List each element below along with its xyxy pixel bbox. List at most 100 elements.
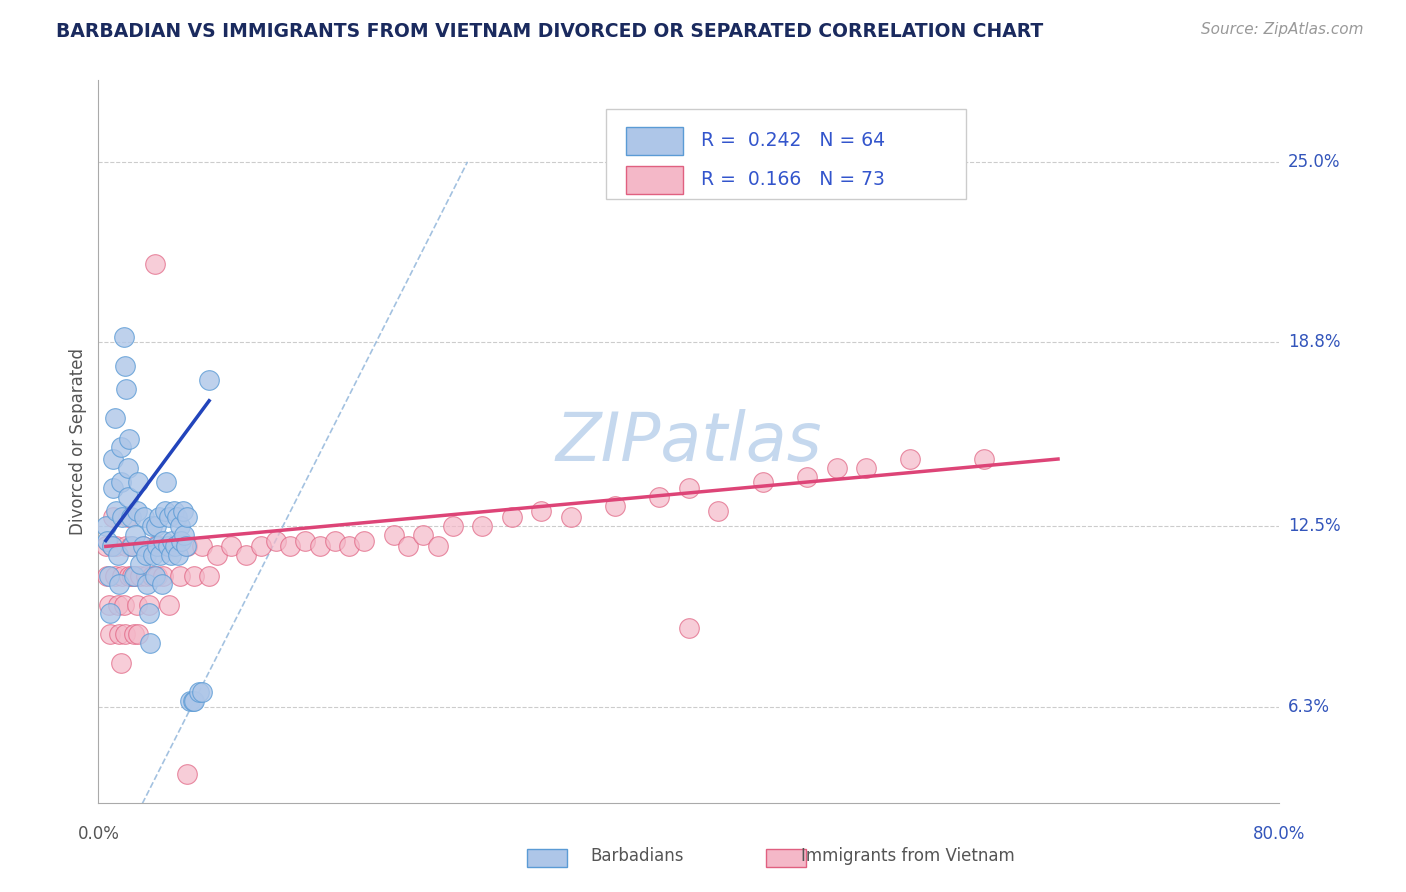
Point bbox=[141, 568, 163, 582]
Point bbox=[153, 504, 176, 518]
Point bbox=[149, 540, 172, 554]
Point bbox=[382, 528, 405, 542]
Point bbox=[169, 519, 191, 533]
Point bbox=[309, 540, 332, 554]
Point bbox=[117, 490, 139, 504]
Point bbox=[143, 257, 166, 271]
Point bbox=[121, 568, 143, 582]
Point bbox=[530, 504, 553, 518]
Point bbox=[96, 568, 118, 582]
Point bbox=[152, 568, 174, 582]
Point bbox=[264, 533, 287, 548]
Point bbox=[100, 540, 122, 554]
Text: ZIPatlas: ZIPatlas bbox=[555, 409, 823, 475]
Point bbox=[104, 411, 127, 425]
Point bbox=[98, 607, 121, 621]
Point bbox=[678, 481, 700, 495]
Point bbox=[172, 504, 194, 518]
Point bbox=[165, 540, 187, 554]
Point bbox=[142, 548, 165, 562]
Point bbox=[115, 382, 138, 396]
Point bbox=[127, 475, 149, 490]
Point bbox=[110, 475, 132, 490]
Bar bbox=[626, 166, 683, 194]
Point bbox=[148, 510, 170, 524]
Point bbox=[94, 540, 117, 554]
Point bbox=[122, 627, 145, 641]
Point bbox=[973, 452, 995, 467]
Point bbox=[103, 481, 125, 495]
Point bbox=[120, 510, 142, 524]
Point bbox=[167, 548, 190, 562]
Point bbox=[441, 519, 464, 533]
Point bbox=[176, 510, 198, 524]
Point bbox=[125, 598, 148, 612]
Point bbox=[339, 540, 361, 554]
Point bbox=[118, 432, 141, 446]
Point bbox=[191, 685, 214, 699]
Point bbox=[135, 548, 157, 562]
Point bbox=[412, 528, 434, 542]
Point bbox=[678, 621, 700, 635]
Point bbox=[115, 540, 138, 554]
Point bbox=[117, 510, 139, 524]
Point bbox=[136, 577, 159, 591]
Text: 80.0%: 80.0% bbox=[1253, 825, 1306, 843]
Point bbox=[124, 568, 146, 582]
FancyBboxPatch shape bbox=[606, 109, 966, 200]
Text: BARBADIAN VS IMMIGRANTS FROM VIETNAM DIVORCED OR SEPARATED CORRELATION CHART: BARBADIAN VS IMMIGRANTS FROM VIETNAM DIV… bbox=[56, 22, 1043, 41]
Point bbox=[111, 510, 134, 524]
Point bbox=[323, 533, 346, 548]
Text: Immigrants from Vietnam: Immigrants from Vietnam bbox=[801, 847, 1015, 865]
Point bbox=[825, 460, 848, 475]
Point bbox=[176, 766, 198, 780]
Point bbox=[235, 548, 257, 562]
Text: Source: ZipAtlas.com: Source: ZipAtlas.com bbox=[1201, 22, 1364, 37]
Point bbox=[143, 568, 166, 582]
Point bbox=[173, 528, 195, 542]
Point bbox=[135, 568, 157, 582]
Point bbox=[191, 540, 214, 554]
Point bbox=[648, 490, 671, 504]
Text: Barbadians: Barbadians bbox=[591, 847, 685, 865]
Point bbox=[98, 627, 121, 641]
Point bbox=[134, 510, 156, 524]
Point bbox=[162, 540, 183, 554]
Point bbox=[122, 568, 145, 582]
Point bbox=[112, 329, 135, 343]
Text: 6.3%: 6.3% bbox=[1288, 698, 1330, 715]
Point bbox=[176, 540, 198, 554]
Point bbox=[183, 694, 205, 708]
Point bbox=[108, 577, 131, 591]
Point bbox=[427, 540, 450, 554]
Point bbox=[112, 598, 135, 612]
Point bbox=[152, 533, 174, 548]
Point bbox=[132, 540, 155, 554]
Point bbox=[117, 460, 139, 475]
Point bbox=[169, 568, 191, 582]
Point bbox=[94, 519, 117, 533]
Point bbox=[104, 568, 127, 582]
Point bbox=[250, 540, 273, 554]
Point bbox=[181, 694, 204, 708]
Point bbox=[174, 540, 197, 554]
Point bbox=[114, 627, 136, 641]
Point bbox=[107, 598, 129, 612]
Point bbox=[107, 548, 129, 562]
Point bbox=[128, 557, 150, 571]
Point bbox=[157, 510, 180, 524]
Point bbox=[138, 607, 160, 621]
Point bbox=[97, 598, 120, 612]
Point bbox=[471, 519, 494, 533]
Point bbox=[143, 540, 166, 554]
Point bbox=[205, 548, 228, 562]
Text: 25.0%: 25.0% bbox=[1288, 153, 1340, 171]
Bar bbox=[626, 128, 683, 154]
Point bbox=[103, 510, 125, 524]
Point bbox=[155, 475, 177, 490]
Point bbox=[157, 598, 180, 612]
Text: 18.8%: 18.8% bbox=[1288, 334, 1340, 351]
Text: R =  0.242   N = 64: R = 0.242 N = 64 bbox=[700, 131, 884, 150]
Point bbox=[145, 519, 167, 533]
Point bbox=[900, 452, 922, 467]
